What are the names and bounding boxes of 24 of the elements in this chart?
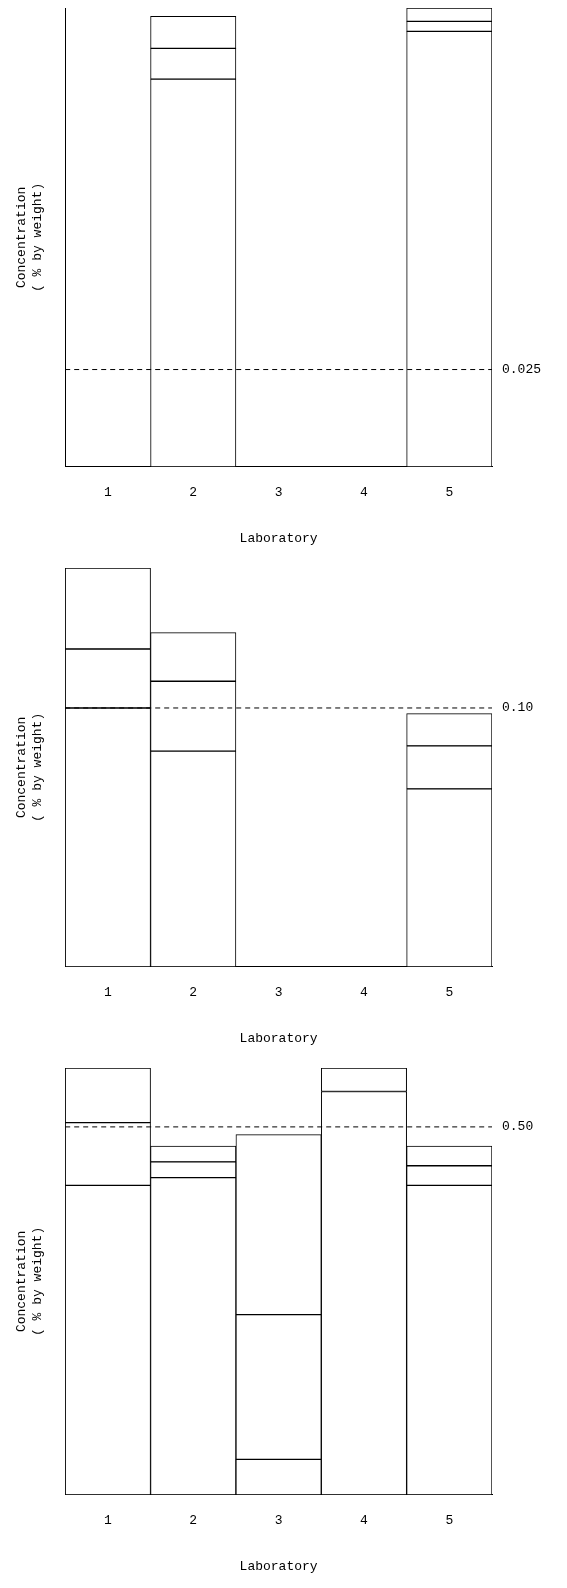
y-axis-title: Concentration ( % by weight) [14,182,45,293]
text: 0.10 [502,700,534,716]
x-tick-label: 4 [360,1513,369,1529]
x-tick-label: 2 [189,485,198,501]
y-axis-title: Concentration ( % by weight) [14,712,45,823]
x-axis-title: Laboratory [239,1030,318,1046]
text: 0.50 [502,1119,534,1135]
x-tick-label: 5 [445,485,454,501]
x-tick-label: 5 [445,985,454,1001]
x-tick-label: 4 [360,485,369,501]
x-tick-label: 1 [103,485,112,501]
x-tick-label: 1 [103,1513,112,1529]
x-axis-title: Laboratory [239,1558,318,1574]
x-tick-label: 4 [360,985,369,1001]
x-tick-label: 3 [274,485,283,501]
x-tick-label: 3 [274,985,283,1001]
x-tick-label: 1 [103,985,112,1001]
x-tick-label: 3 [274,1513,283,1529]
x-tick-label: 2 [189,1513,198,1529]
x-tick-label: 5 [445,1513,454,1529]
text: 0.025 [502,361,542,377]
x-tick-label: 2 [189,985,198,1001]
x-axis-title: Laboratory [239,530,318,546]
y-axis-title: Concentration ( % by weight) [14,1226,45,1337]
